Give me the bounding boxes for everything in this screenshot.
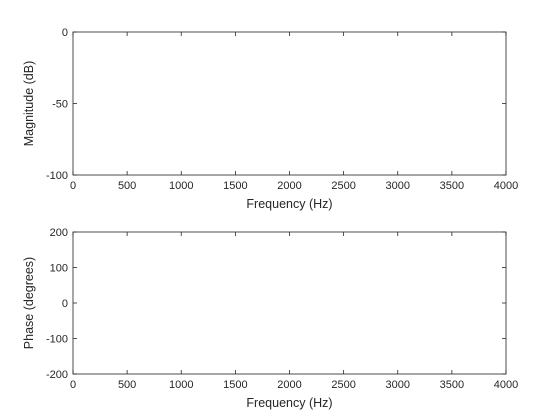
phase-xtick-label-3500: 3500: [440, 379, 464, 391]
phase-xtick-label-1000: 1000: [169, 379, 193, 391]
phase-ytick-label--100: -100: [46, 334, 68, 346]
magnitude-xlabel: Frequency (Hz): [246, 197, 332, 211]
magnitude-xtick-label-3500: 3500: [440, 180, 464, 192]
magnitude-xtick-label-4000: 4000: [494, 180, 518, 192]
plots: 0 500 1000 1500 2000 2500 3000 3500 4000-100-500…: [22, 27, 518, 410]
magnitude-axes: 0 500 1000 1500 2000 2500 3000 3500 4000 -100 -50 0…: [22, 27, 518, 211]
magnitude-ylabel: Magnitude (dB): [22, 61, 36, 146]
phase-xtick-label-3000: 3000: [386, 379, 410, 391]
phase-xtick-label-4000: 4000: [494, 379, 518, 391]
phase-ytick-label-100: 100: [50, 263, 68, 275]
phase-xtick-label-0: 0: [70, 379, 76, 391]
magnitude-xtick-label-1000: 1000: [169, 180, 193, 192]
phase-xtick-label-1500: 1500: [223, 379, 247, 391]
magnitude-ytick-label--100: -100: [46, 170, 68, 182]
magnitude-xtick-label-2500: 2500: [331, 180, 355, 192]
magnitude-xtick-label-0: 0: [70, 180, 76, 192]
phase-axes: 0 500 1000 1500 2000 2500 3000 3500 4000-200-100…: [22, 227, 518, 410]
magnitude-xtick-label-3000: 3000: [386, 180, 410, 192]
phase-xlabel: Frequency (Hz): [246, 396, 332, 410]
magnitude-ytick-label-0: 0: [62, 27, 68, 39]
phase-axes-frame: [72, 231, 507, 375]
magnitude-xtick-label-2000: 2000: [277, 180, 301, 192]
magnitude-xtick-label-500: 500: [118, 180, 136, 192]
phase-xtick-label-2500: 2500: [331, 379, 355, 391]
magnitude-ytick-label--50: -50: [52, 99, 68, 111]
phase-ytick-label--200: -200: [46, 369, 68, 381]
magnitude-axes-frame: [72, 31, 507, 176]
magnitude-xtick-label-1500: 1500: [223, 180, 247, 192]
phase-xtick-label-500: 500: [118, 379, 136, 391]
phase-ylabel: Phase (degrees): [22, 257, 36, 349]
phase-xtick-label-2000: 2000: [277, 379, 301, 391]
phase-ytick-label-0: 0: [62, 298, 68, 310]
phase-ytick-label-200: 200: [50, 227, 68, 239]
